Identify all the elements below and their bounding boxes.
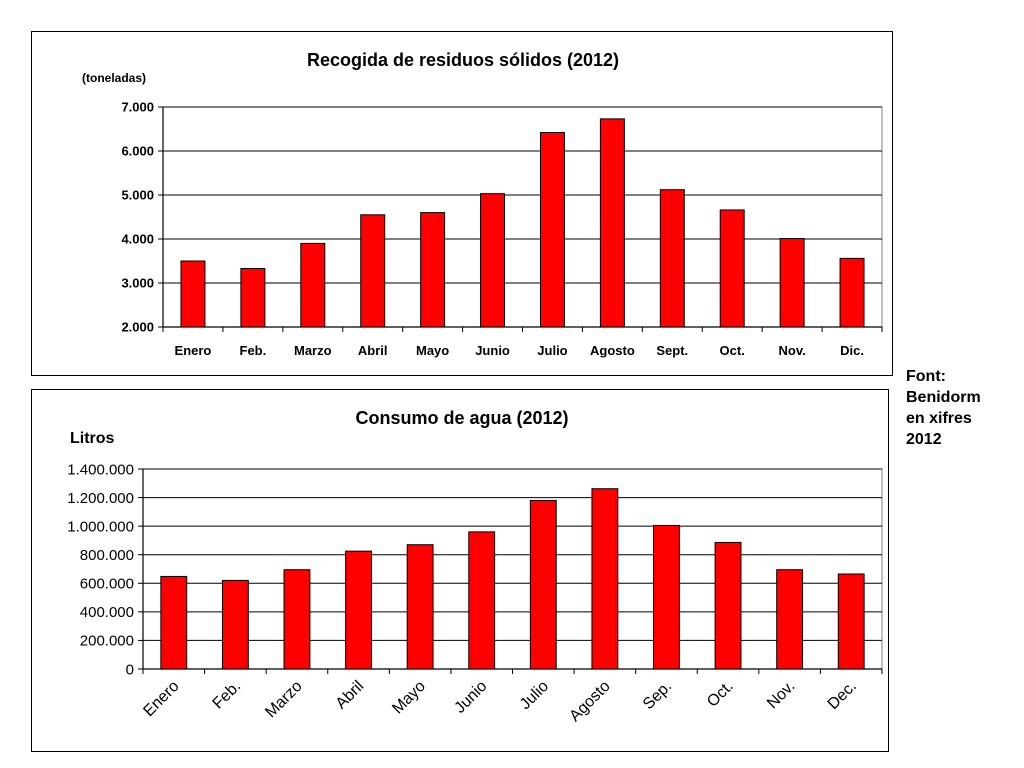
chart-title: Consumo de agua (2012): [355, 408, 568, 428]
source-note-line: Benidorm: [906, 389, 981, 406]
x-tick-label: Marzo: [294, 343, 332, 358]
bar-sept: [659, 189, 685, 328]
plot-area: [142, 468, 883, 670]
bar-oct: [719, 209, 745, 328]
y-tick-label: 6.000: [121, 144, 154, 159]
bar-feb: [221, 579, 249, 670]
y-tick-labels: 0 200.000 400.000 600.000 800.000 1.000.000 1.…: [67, 461, 134, 678]
y-axis-label: Litros: [70, 430, 115, 447]
y-axis-label: (toneladas): [82, 71, 146, 85]
y-tick-label: 3.000: [121, 276, 154, 291]
bars: [160, 488, 865, 670]
y-tick-labels: 2.000 3.000 4.000 5.000 6.000 7.000: [121, 100, 154, 335]
x-tick-label: Mayo: [416, 343, 449, 358]
y-tick-label: 800.000: [80, 547, 134, 564]
y-tick-label: 4.000: [121, 232, 154, 247]
bar-enero: [160, 575, 188, 670]
x-tick-label: Dec.: [825, 678, 860, 713]
bar-junio: [468, 531, 496, 670]
y-tick-label: 600.000: [80, 576, 134, 593]
source-note-line: en xifres: [906, 410, 972, 427]
x-tick-label: Agosto: [566, 678, 613, 725]
bar-feb: [240, 267, 266, 328]
source-note-line: 2012: [906, 431, 942, 448]
bars: [180, 118, 865, 328]
x-tick-label: Julio: [517, 678, 552, 713]
y-tick-label: 200.000: [80, 633, 134, 650]
x-tick-label: Junio: [451, 678, 490, 717]
bar-agosto: [591, 488, 619, 670]
x-tick-label: Dic.: [840, 343, 864, 358]
bar-nov: [776, 569, 804, 670]
y-tick-label: 400.000: [80, 604, 134, 621]
x-tick-label: Junio: [475, 343, 510, 358]
bar-abril: [345, 550, 372, 670]
x-tick-label: Nov.: [779, 343, 806, 358]
plot-area: [162, 106, 883, 328]
x-tick-label: Sep.: [640, 678, 675, 713]
chart-panel-agua: Consumo de agua (2012) Litros 0 200.000 40…: [31, 389, 889, 752]
x-tick-labels: Enero Feb. Marzo Abril Mayo Junio Julio Agosto S…: [140, 678, 860, 725]
chart-residuos: Recogida de residuos sólidos (2012) (ton…: [82, 50, 883, 358]
gridlines: [158, 106, 883, 332]
bar-marzo: [300, 242, 326, 328]
bar-abril: [360, 214, 386, 328]
bar-agosto: [599, 118, 625, 328]
y-tick-label: 1.400.000: [67, 461, 134, 478]
bar-sep: [653, 524, 680, 670]
x-tick-label: Oct.: [720, 343, 745, 358]
x-tick-label: Feb.: [240, 343, 267, 358]
x-tick-label: Enero: [140, 678, 182, 720]
bar-junio: [480, 193, 506, 328]
chart-title: Recogida de residuos sólidos (2012): [307, 50, 619, 70]
x-tick-label: Oct.: [704, 678, 737, 711]
bar-oct: [714, 541, 742, 670]
gridlines: [138, 468, 883, 674]
x-tick-label: Feb.: [210, 678, 245, 713]
x-tick-label: Mayo: [389, 678, 429, 718]
x-tick-labels: Enero Feb. Marzo Abril Mayo Junio Julio Agosto S…: [175, 343, 864, 358]
y-tick-label: 2.000: [121, 320, 154, 335]
y-tick-label: 1.000.000: [67, 518, 134, 535]
x-tick-label: Marzo: [262, 678, 306, 722]
bar-enero: [180, 260, 206, 328]
chart-agua: Consumo de agua (2012) Litros 0 200.000 40…: [67, 408, 883, 725]
y-tick-label: 1.200.000: [67, 490, 134, 507]
bar-julio: [539, 132, 565, 328]
y-tick-label: 5.000: [121, 188, 154, 203]
x-tick-label: Nov.: [764, 678, 798, 712]
x-tick-label: Sept.: [656, 343, 688, 358]
x-tick-label: Julio: [537, 343, 567, 358]
bar-dic: [839, 257, 865, 328]
bar-dec: [837, 573, 865, 670]
y-tick-label: 0: [126, 661, 134, 678]
bar-julio: [529, 499, 557, 670]
bar-mayo: [420, 212, 446, 328]
bar-mayo: [406, 544, 434, 670]
source-note: Font: Benidorm en xifres 2012: [906, 366, 1016, 450]
x-tick-label: Agosto: [590, 343, 635, 358]
bar-nov: [779, 238, 805, 328]
chart-panel-residuos: Recogida de residuos sólidos (2012) (ton…: [31, 31, 893, 376]
bar-marzo: [283, 569, 311, 670]
x-tick-label: Enero: [175, 343, 212, 358]
y-tick-label: 7.000: [121, 100, 154, 115]
source-note-line: Font:: [906, 368, 946, 385]
x-tick-label: Abril: [333, 678, 368, 713]
x-tick-label: Abril: [358, 343, 388, 358]
